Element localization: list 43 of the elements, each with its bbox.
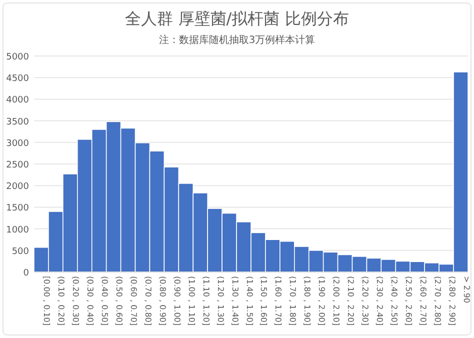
x-tick-label: (0.10 , 0.20] <box>56 276 66 326</box>
x-tick-label: (0.70 , 0.80] <box>144 276 152 326</box>
x-tick-label: (2.70 , 2.80] <box>432 276 442 326</box>
y-tick-label: 500 <box>12 246 30 257</box>
x-tick-label: (0.80 , 0.90] <box>158 276 167 326</box>
x-tick-label: (2.80 , 2.90] <box>447 276 456 326</box>
x-tick-label: (2.30 , 2.40] <box>374 276 384 326</box>
x-tick-label: (2.10 , 2.20] <box>346 276 356 326</box>
x-tick-label: (1.90 , 2.00] <box>317 276 326 326</box>
y-tick-label: 1000 <box>6 225 30 236</box>
x-tick-label: (0.60 , 0.70] <box>129 276 138 326</box>
y-tick-label: 1500 <box>6 204 30 214</box>
x-tick-label: (0.40 , 0.50] <box>100 276 110 326</box>
x-tick-label: (1.70 , 1.80] <box>288 276 298 326</box>
x-tick-label: (1.20 , 1.30] <box>216 276 225 326</box>
x-tick-label: (1.10 , 1.20] <box>201 276 210 326</box>
x-tick-label: > 2.90 <box>462 276 471 304</box>
y-tick-label: 3500 <box>6 117 30 128</box>
y-tick-label: 3000 <box>6 138 30 149</box>
y-tick-label: 2500 <box>6 160 30 170</box>
y-tick-label: 5000 <box>6 52 30 62</box>
x-tick-label: (0.50 , 0.60] <box>114 276 124 326</box>
chart-subtitle: 注：数据库随机抽取3万例样本计算 <box>158 34 316 46</box>
y-tick-label: 4000 <box>6 96 30 106</box>
y-tick-label: 0 <box>23 268 30 278</box>
x-tick-label: (1.40 , 1.50] <box>244 276 254 326</box>
y-tick-label: 2000 <box>6 182 30 192</box>
x-tick-label: (0.20 , 0.30] <box>71 276 80 326</box>
x-tick-label: (1.60 , 1.70] <box>274 276 283 326</box>
x-tick-label: (0.90 , 1.00] <box>172 276 182 326</box>
x-tick-label: (1.50 , 1.60] <box>259 276 268 326</box>
x-tick-label: (2.60 , 2.70] <box>418 276 428 326</box>
x-tick-label: (2.00 , 2.10] <box>332 276 341 326</box>
x-tick-label: (2.50 , 2.60] <box>404 276 413 326</box>
chart-title: 全人群 厚壁菌/拟杆菌 比例分布 <box>125 9 349 28</box>
x-tick-label: (0.30 , 0.40] <box>86 276 95 326</box>
x-tick-label: (2.20 , 2.30] <box>360 276 370 326</box>
x-tick-label: (1.80 , 1.90] <box>302 276 312 326</box>
x-tick-label: (1.30 , 1.40] <box>230 276 240 326</box>
x-tick-label: (2.40 , 2.50] <box>389 276 398 326</box>
y-tick-label: 4500 <box>6 74 30 84</box>
x-tick-label: (1.00 , 1.10] <box>186 276 196 326</box>
x-tick-label: [0.00 , 0.10] <box>42 276 52 326</box>
